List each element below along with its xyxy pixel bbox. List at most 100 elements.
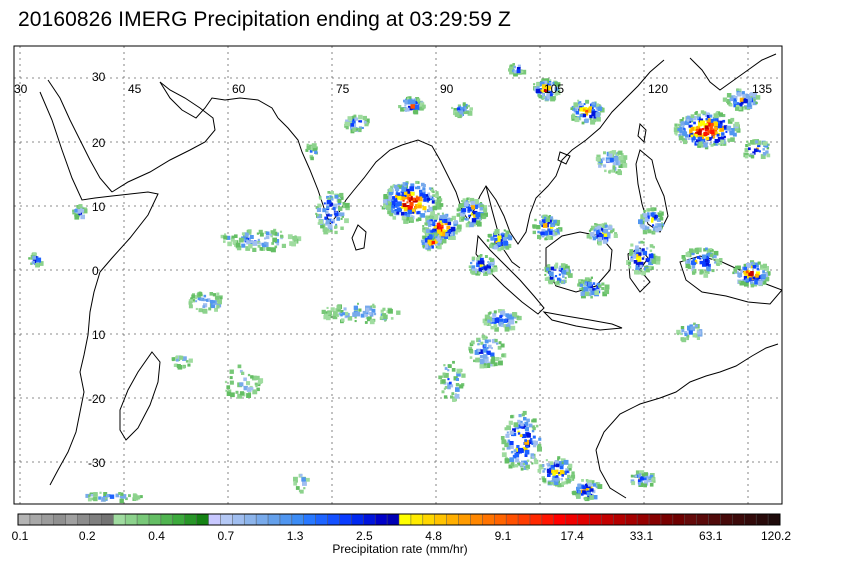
rain-cell (745, 270, 749, 274)
rain-cell (273, 231, 278, 236)
rain-cell (636, 257, 639, 261)
rain-cell (503, 229, 506, 232)
rain-cell (437, 242, 440, 246)
rain-cell (493, 310, 497, 314)
rain-cell (539, 81, 545, 87)
rain-cell (465, 110, 469, 115)
rain-cell (471, 256, 476, 261)
colorbar-swatch (101, 514, 114, 525)
rain-cell (590, 290, 595, 296)
rain-cell (451, 215, 456, 221)
rain-cell (543, 96, 546, 99)
rain-cell (648, 265, 652, 269)
rain-cell (241, 371, 245, 375)
rain-cell (726, 126, 732, 131)
colorbar-swatch (399, 514, 412, 525)
rain-cell (734, 271, 737, 274)
rain-cell (694, 262, 697, 265)
rain-cell (339, 192, 344, 198)
rain-cell (324, 216, 328, 220)
rain-cell (312, 146, 318, 152)
colorbar-swatch (29, 514, 43, 525)
rain-cell (520, 422, 524, 427)
rain-cell (559, 470, 565, 476)
rain-cell (326, 315, 331, 321)
rain-cell (752, 101, 757, 106)
rain-cell (490, 258, 494, 262)
rain-cell (191, 294, 195, 299)
rain-cell (434, 239, 439, 244)
rain-cell (516, 315, 520, 319)
rain-cell (366, 312, 369, 315)
rain-cell (646, 226, 650, 230)
rain-cell (673, 127, 679, 132)
colorbar-swatch (625, 514, 638, 525)
rain-cell (684, 134, 689, 138)
rain-cell (554, 281, 558, 285)
rain-cell (485, 363, 491, 368)
rain-cell (593, 495, 598, 500)
rain-cell (323, 202, 326, 205)
rain-cell (582, 490, 586, 495)
rain-cell (491, 265, 494, 268)
rain-cell (327, 191, 331, 194)
rain-cell (436, 237, 441, 242)
rain-cell (414, 199, 418, 203)
rain-cell (550, 471, 554, 475)
rain-cell (557, 483, 562, 488)
rain-cell (423, 240, 429, 246)
rain-cell (762, 152, 767, 156)
rain-cell (760, 264, 764, 268)
rain-cell (101, 497, 106, 501)
rain-cell (365, 118, 370, 124)
colorbar-tick-label: 120.2 (760, 529, 792, 543)
rain-cell (369, 313, 374, 317)
rain-cell (526, 459, 530, 462)
rain-cell (713, 122, 718, 127)
rain-cell (706, 122, 711, 127)
rain-cell (410, 191, 415, 196)
rain-cell (347, 116, 353, 121)
rain-cell (118, 492, 122, 495)
rain-cell (510, 415, 514, 419)
rain-cell (495, 357, 500, 362)
rain-cell (456, 208, 460, 212)
rain-cell (498, 360, 503, 366)
rain-cell (182, 365, 186, 369)
rain-cell (552, 472, 556, 476)
rain-cell (482, 215, 486, 220)
rain-cell (340, 212, 345, 217)
rain-cell (486, 265, 490, 269)
rain-cell (750, 283, 755, 288)
rain-cell (402, 182, 407, 186)
rain-cell (581, 121, 585, 125)
rain-cell (501, 439, 507, 445)
rain-cell (653, 231, 656, 234)
colorbar-swatch (18, 514, 31, 525)
rain-cell (464, 218, 467, 221)
rain-cell (239, 369, 243, 373)
rain-cell (509, 64, 515, 70)
rain-cell (255, 375, 260, 380)
rain-cell (424, 210, 427, 213)
rain-cell (622, 160, 626, 164)
rain-cell (416, 98, 421, 102)
rain-cell (750, 265, 753, 269)
rain-cell (531, 429, 535, 433)
rain-cell (747, 142, 751, 146)
rain-cell (522, 462, 525, 465)
rain-cell (595, 112, 601, 118)
rain-cell (634, 270, 639, 275)
rain-cell (78, 204, 83, 209)
rain-cell (558, 266, 561, 270)
rain-cell (425, 218, 429, 222)
rain-cell (743, 98, 747, 101)
rain-cell (486, 350, 491, 355)
rain-cell (745, 144, 749, 148)
rain-cell (512, 63, 515, 66)
rain-cell (571, 114, 576, 119)
rain-cell (748, 154, 752, 157)
rain-cell (411, 197, 416, 201)
rain-cell (590, 488, 594, 492)
rain-cell (231, 235, 235, 239)
